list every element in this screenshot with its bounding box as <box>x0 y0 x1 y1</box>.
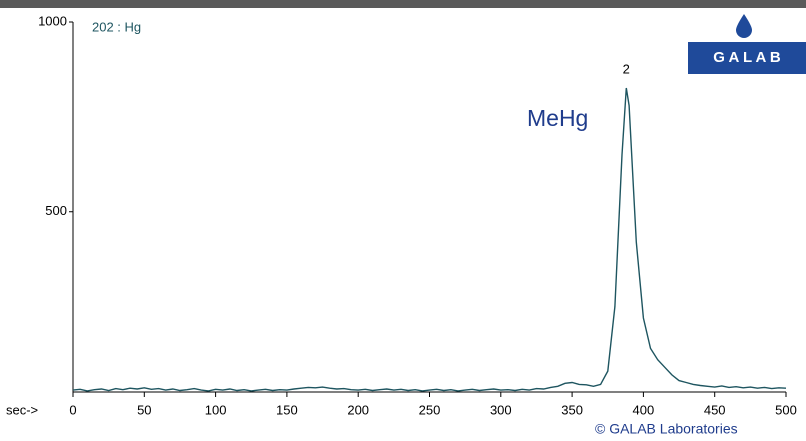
x-tick-label: 0 <box>69 402 76 417</box>
x-tick-label: 450 <box>704 402 726 417</box>
peak-label: 2 <box>623 61 630 76</box>
chart-title: 202 : Hg <box>92 19 141 34</box>
y-tick-label: 500 <box>45 203 67 218</box>
chart: G A L A B 202 : Hg MeHg sec-> © GALAB La… <box>0 0 806 441</box>
x-tick-label: 200 <box>347 402 369 417</box>
logo: G A L A B <box>688 14 806 74</box>
x-tick-label: 150 <box>276 402 298 417</box>
logo-text: G A L A B <box>713 49 781 66</box>
data-line <box>73 88 786 391</box>
x-tick-label: 400 <box>633 402 655 417</box>
y-tick-label: 1000 <box>38 13 67 28</box>
x-tick-label: 500 <box>775 402 797 417</box>
annotation: MeHg <box>527 105 588 131</box>
x-tick-label: 250 <box>419 402 441 417</box>
x-axis-label: sec-> <box>6 402 38 417</box>
x-tick-label: 300 <box>490 402 512 417</box>
x-tick-label: 100 <box>205 402 227 417</box>
x-tick-label: 50 <box>137 402 151 417</box>
x-tick-label: 350 <box>561 402 583 417</box>
top-image-strip <box>0 0 806 8</box>
logo-drop <box>736 14 752 38</box>
copyright: © GALAB Laboratories <box>595 421 738 437</box>
